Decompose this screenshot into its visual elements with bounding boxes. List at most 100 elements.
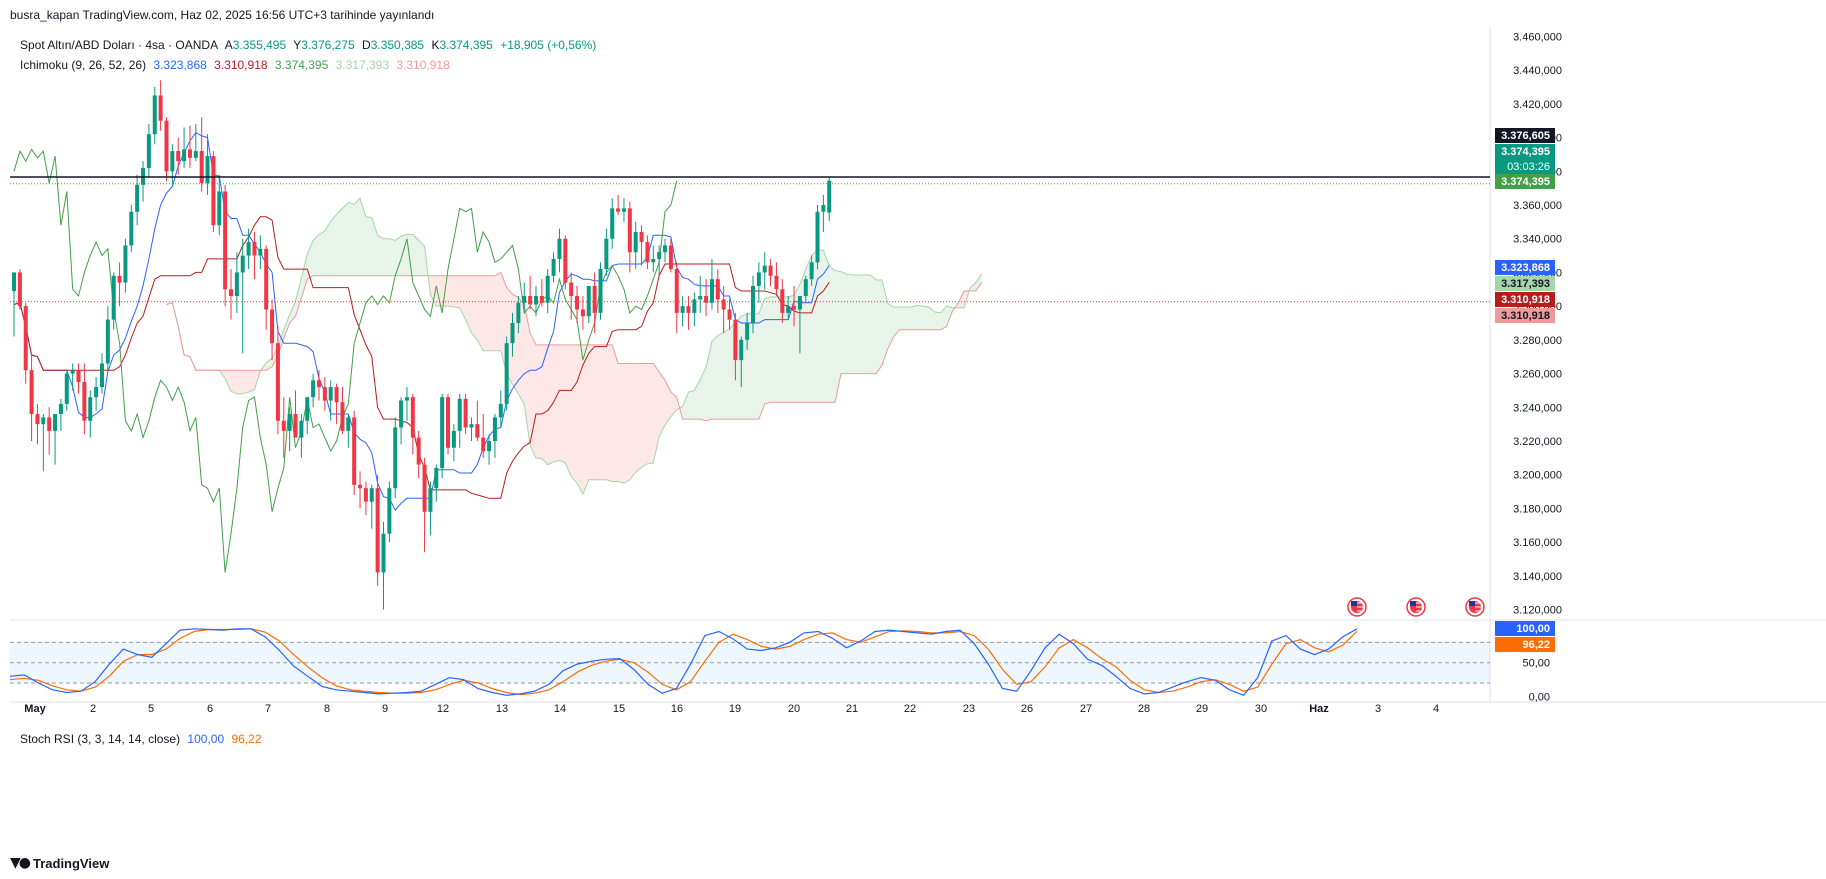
stoch-band-fill [10, 642, 1490, 684]
us-flag-icon[interactable] [1465, 597, 1485, 617]
candle-body [223, 191, 228, 290]
price-tick-label: 3.120,000 [1513, 605, 1562, 617]
candle-body [47, 417, 52, 431]
candle-body [774, 275, 779, 290]
candle-body [533, 296, 538, 305]
candle-body [657, 252, 662, 259]
stoch-legend[interactable]: Stoch RSI (3, 3, 14, 14, close) 100,00 9… [20, 732, 266, 746]
candle-body [786, 306, 791, 313]
cloud-segment [377, 235, 384, 276]
cloud-segment [477, 275, 484, 351]
stoch-d-price-label: 96,22 [1522, 639, 1550, 651]
cloud-segment [295, 278, 302, 317]
cloud-segment [670, 392, 677, 417]
kijun-price-label: 3.310,918 [1501, 294, 1550, 306]
us-flag-icon[interactable] [1347, 597, 1367, 617]
cloud-segment [225, 370, 231, 392]
cloud-segment [911, 305, 918, 330]
cloud-segment [389, 238, 396, 276]
cloud-segment [817, 249, 824, 403]
cloud-segment [635, 363, 642, 473]
kijun-value: 3.310,918 [214, 58, 268, 72]
candle-body [756, 272, 761, 286]
cloud-segment [594, 344, 601, 480]
candle-body [334, 387, 339, 403]
cloud-segment [870, 275, 877, 374]
low-label: D3.350,385 [362, 38, 425, 52]
candle-body [446, 397, 451, 448]
candle-body [463, 398, 468, 428]
cloud-segment [436, 275, 443, 307]
candle-body [598, 269, 603, 313]
candle-body [387, 488, 392, 534]
candle-body [739, 339, 744, 361]
candle-body [252, 242, 257, 256]
candle-body [592, 285, 597, 313]
cloud-segment [453, 275, 460, 308]
candle-body [762, 265, 767, 273]
time-tick-label: May [24, 703, 46, 715]
change-value: +18,905 (+0,56%) [500, 38, 597, 52]
candle-body [234, 272, 239, 297]
candle-body [64, 373, 69, 404]
cloud-segment [893, 307, 900, 337]
time-tick-label: 20 [788, 703, 800, 715]
candle-body [616, 208, 621, 212]
time-tick-label: 23 [963, 703, 975, 715]
cloud-segment [336, 208, 343, 276]
candle-body [715, 279, 720, 300]
candle-body [492, 417, 497, 441]
symbol-legend[interactable]: Spot Altın/ABD Doları · 4sa · OANDA A3.3… [20, 38, 600, 52]
time-axis: May 2 5 6 7 8 9 12 13 14 15 16 19 20 21 22 23 26 27 28 29 30 H… [24, 703, 1439, 715]
chikou-line [13, 148, 678, 573]
cloud-segment [723, 328, 730, 420]
cloud-segment [688, 390, 695, 420]
candle-body [322, 387, 327, 401]
candle-body [369, 488, 374, 502]
candle-body [428, 488, 433, 512]
price-tick-label: 3.260,000 [1513, 369, 1562, 381]
stoch-k-price-label: 100,00 [1516, 623, 1550, 635]
candle-body [610, 208, 615, 239]
candle-body [35, 414, 40, 425]
candle-body [176, 151, 181, 162]
time-tick-label: 14 [554, 703, 566, 715]
cloud-segment [582, 344, 589, 495]
price-line [10, 176, 1490, 303]
time-tick-label: 15 [613, 703, 625, 715]
cloud-segment [858, 275, 865, 374]
cloud-segment [541, 344, 548, 465]
cloud-segment [782, 296, 789, 403]
candle-body [105, 319, 110, 364]
price-tick-label: 3.280,000 [1513, 335, 1562, 347]
candle-body [164, 120, 169, 172]
candle-body [663, 245, 668, 253]
candle-body [639, 231, 644, 243]
candle-body [674, 269, 679, 313]
candle-body [135, 184, 140, 212]
us-flag-icon[interactable] [1406, 597, 1426, 617]
cloud-segment [342, 202, 349, 276]
ichimoku-legend[interactable]: Ichimoku (9, 26, 52, 26) 3.323,868 3.310… [20, 58, 454, 72]
time-tick-label: 6 [207, 703, 213, 715]
cloud-segment [770, 296, 777, 403]
cloud-segment [577, 344, 583, 495]
candle-body [457, 398, 462, 431]
cloud-segment [841, 271, 847, 374]
tradingview-brand[interactable]: ▼● TradingView [10, 855, 109, 871]
cloud-segment [864, 275, 871, 374]
price-tick-label: 3.200,000 [1513, 470, 1562, 482]
candle-body [328, 387, 333, 401]
kijun-price-label-bg [1495, 292, 1555, 307]
candle-body [375, 488, 380, 573]
candle-body [780, 289, 785, 313]
candle-body [481, 437, 486, 452]
cloud-segment [236, 370, 243, 394]
cloud-segment [682, 392, 689, 420]
cloud-segment [876, 280, 882, 374]
publisher-caption: busra_kapan TradingView.com, Haz 02, 202… [10, 8, 435, 22]
tenkan-price-label-bg [1495, 260, 1555, 275]
stoch-rsi-pane: 50,00 0,00 100,00 96,22 [9, 621, 1555, 704]
candle-body [187, 149, 192, 158]
